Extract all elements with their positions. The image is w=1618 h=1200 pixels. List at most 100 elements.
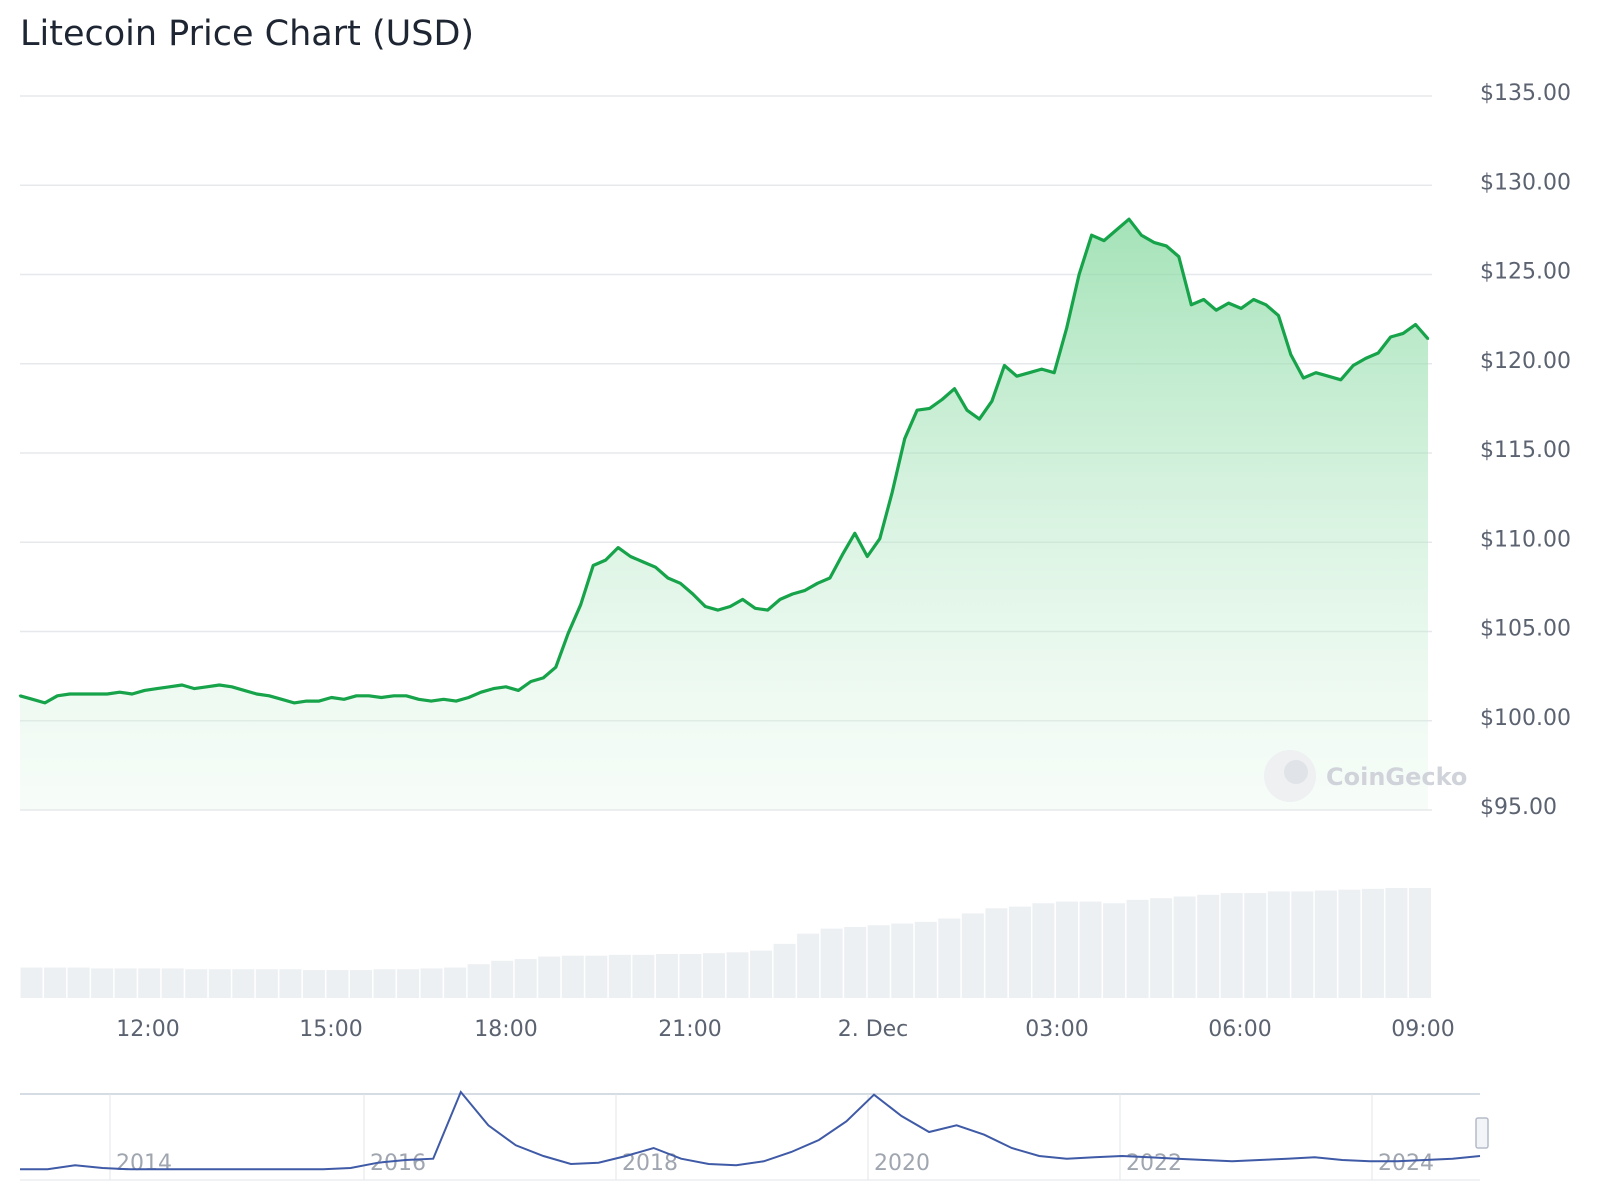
price-point [1215, 309, 1218, 312]
price-point [654, 566, 657, 569]
y-tick-label: $120.00 [1480, 349, 1571, 374]
price-point [1190, 303, 1193, 306]
price-point [915, 409, 919, 412]
price-point [1377, 351, 1380, 355]
price-point [492, 687, 495, 690]
price-area [20, 219, 1428, 810]
price-point [43, 701, 47, 705]
x-tick-label: 03:00 [1025, 1017, 1088, 1042]
price-point [517, 689, 520, 692]
watermark-text: CoinGecko [1326, 763, 1467, 791]
volume-bar [1314, 890, 1337, 998]
price-point [1102, 239, 1106, 242]
volume-bar [1220, 893, 1243, 998]
price-point [106, 692, 109, 696]
price-point [380, 696, 383, 699]
price-point [1177, 255, 1181, 258]
price-point [604, 558, 607, 562]
x-tick-label: 09:00 [1391, 1017, 1454, 1042]
volume-bar [467, 964, 490, 998]
price-point [1264, 303, 1268, 306]
price-point [442, 698, 445, 701]
x-tick-label: 21:00 [658, 1017, 721, 1042]
volume-bar [208, 969, 231, 998]
volume-bar [255, 969, 278, 998]
y-tick-label: $110.00 [1480, 527, 1571, 552]
volume-bar [1173, 896, 1196, 998]
price-point [1115, 228, 1118, 232]
volume-bar [1055, 901, 1078, 998]
volume-bar [1244, 893, 1267, 998]
volume-bar [608, 954, 631, 998]
price-point [1065, 326, 1068, 330]
price-point [1015, 375, 1018, 378]
volume-bar [797, 933, 820, 998]
volume-bar [514, 959, 537, 998]
y-tick-label: $100.00 [1480, 706, 1571, 731]
price-point [205, 685, 209, 688]
y-tick-label: $135.00 [1480, 81, 1571, 106]
price-point [741, 598, 744, 601]
price-point [554, 666, 557, 669]
price-point [93, 692, 97, 696]
price-point [1302, 376, 1305, 380]
navigator-handle[interactable] [1475, 1117, 1489, 1149]
volume-bar [773, 943, 796, 998]
volume-bar [185, 969, 208, 998]
price-point [990, 400, 994, 403]
price-line [19, 217, 1430, 705]
volume-bar [820, 928, 843, 998]
price-point [417, 698, 420, 701]
volume-bar [750, 950, 773, 998]
volume-bar [1197, 894, 1220, 998]
volume-bar [1079, 901, 1102, 998]
x-tick-label: 18:00 [474, 1017, 537, 1042]
price-point [691, 592, 694, 596]
price-point [903, 437, 906, 440]
price-point [180, 683, 184, 687]
price-point [342, 698, 346, 701]
price-point [230, 685, 233, 688]
price-point [243, 689, 246, 692]
price-point [1352, 364, 1355, 367]
price-point [479, 691, 483, 694]
volume-bar [914, 921, 937, 998]
price-point [629, 555, 632, 558]
y-tick-label: $130.00 [1480, 170, 1571, 195]
volume-bar [420, 968, 443, 998]
price-point [280, 698, 283, 701]
price-point [679, 582, 682, 585]
volume-bar [67, 967, 90, 998]
volume-bar [844, 926, 867, 998]
price-point [305, 699, 308, 703]
volume-bar [349, 970, 372, 998]
price-point [1140, 234, 1143, 237]
price-point [766, 608, 769, 612]
price-point [168, 685, 171, 688]
volume-bar [1008, 906, 1031, 998]
price-point [704, 605, 707, 608]
price-point [467, 696, 470, 699]
price-point [940, 398, 944, 401]
price-point [31, 698, 34, 701]
y-tick-label: $95.00 [1480, 795, 1557, 820]
navigator-line [20, 1090, 1481, 1171]
volume-bar [491, 960, 514, 998]
volume-bar [161, 968, 184, 998]
volume-bar [397, 969, 420, 998]
volume-bar [1032, 903, 1055, 998]
price-point [430, 699, 433, 703]
price-point [1028, 371, 1031, 374]
volume-bar [561, 955, 584, 998]
navigator-tick-label: 2022 [1126, 1151, 1182, 1176]
price-point [965, 409, 969, 412]
price-point [791, 592, 794, 596]
y-tick-label: $105.00 [1480, 617, 1571, 642]
price-point [118, 691, 121, 694]
price-point [292, 701, 296, 705]
price-point [317, 699, 321, 703]
price-point [866, 555, 869, 558]
navigator-tick-label: 2024 [1378, 1151, 1434, 1176]
navigator-tick-label: 2020 [874, 1151, 930, 1176]
